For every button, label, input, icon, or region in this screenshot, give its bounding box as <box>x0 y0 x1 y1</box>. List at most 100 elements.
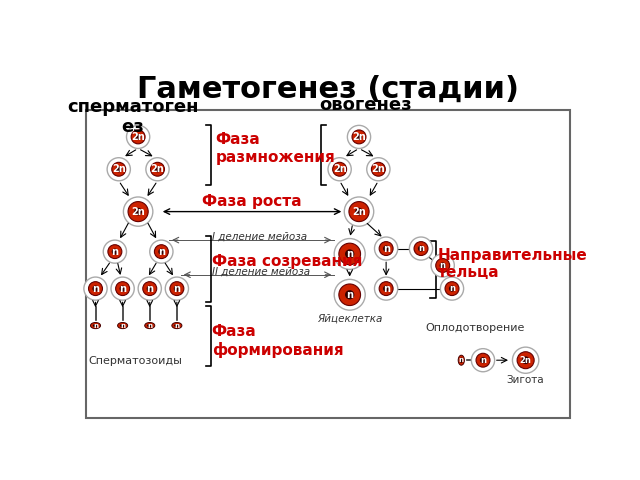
Text: Сперматозоиды: Сперматозоиды <box>89 356 183 366</box>
Circle shape <box>88 282 102 296</box>
Text: Фаза
формирования: Фаза формирования <box>212 324 344 358</box>
Circle shape <box>522 356 529 364</box>
Circle shape <box>374 277 397 300</box>
Text: 2n: 2n <box>371 164 385 174</box>
Circle shape <box>150 240 173 263</box>
Circle shape <box>379 282 393 296</box>
Circle shape <box>147 286 153 292</box>
Text: n: n <box>418 244 424 253</box>
Circle shape <box>146 158 169 181</box>
Text: Фаза
размножения: Фаза размножения <box>216 132 335 165</box>
Circle shape <box>414 241 428 255</box>
Ellipse shape <box>174 324 180 327</box>
Text: n: n <box>147 284 153 294</box>
Text: 2n: 2n <box>520 356 532 365</box>
Text: n: n <box>346 249 353 259</box>
Text: n: n <box>459 357 464 363</box>
Text: I деление мейоза: I деление мейоза <box>212 232 307 242</box>
Circle shape <box>138 277 161 300</box>
Text: 2n: 2n <box>131 132 145 142</box>
Ellipse shape <box>93 324 98 327</box>
Circle shape <box>131 130 145 144</box>
Ellipse shape <box>460 358 463 363</box>
Circle shape <box>120 286 125 292</box>
Circle shape <box>154 245 168 259</box>
Text: n: n <box>440 261 445 270</box>
Ellipse shape <box>172 323 182 329</box>
Circle shape <box>92 286 99 292</box>
Text: II деление мейоза: II деление мейоза <box>212 267 310 276</box>
Ellipse shape <box>90 323 100 329</box>
Text: n: n <box>147 323 152 328</box>
Circle shape <box>449 286 455 292</box>
Circle shape <box>344 197 374 226</box>
Circle shape <box>349 202 369 222</box>
Circle shape <box>333 162 347 176</box>
Circle shape <box>134 208 142 216</box>
Circle shape <box>371 162 385 176</box>
Circle shape <box>480 357 486 363</box>
Text: n: n <box>119 284 126 294</box>
Text: n: n <box>174 323 179 328</box>
Circle shape <box>165 277 189 300</box>
Circle shape <box>356 134 362 140</box>
Circle shape <box>116 166 122 172</box>
Circle shape <box>476 353 490 367</box>
Text: Яйцеклетка: Яйцеклетка <box>317 313 382 323</box>
Text: n: n <box>449 284 455 293</box>
Text: n: n <box>173 284 180 294</box>
Text: 2n: 2n <box>112 164 125 174</box>
Circle shape <box>135 134 141 140</box>
Circle shape <box>150 162 164 176</box>
Circle shape <box>112 249 118 255</box>
Circle shape <box>128 202 148 222</box>
Text: n: n <box>93 323 98 328</box>
Circle shape <box>337 166 343 172</box>
Circle shape <box>379 241 393 255</box>
Text: 2n: 2n <box>150 164 164 174</box>
Circle shape <box>339 243 360 265</box>
Circle shape <box>170 282 184 296</box>
Circle shape <box>513 347 539 373</box>
Text: n: n <box>346 290 353 300</box>
Circle shape <box>334 239 365 269</box>
Text: 2n: 2n <box>352 206 366 216</box>
Circle shape <box>431 254 454 277</box>
Ellipse shape <box>458 355 465 365</box>
Circle shape <box>103 240 127 263</box>
Text: Фаза роста: Фаза роста <box>202 193 302 208</box>
Circle shape <box>472 348 495 372</box>
Circle shape <box>334 279 365 310</box>
Ellipse shape <box>118 323 127 329</box>
Text: Направительные
тельца: Направительные тельца <box>438 248 588 280</box>
Text: n: n <box>383 243 390 253</box>
Text: Зигота: Зигота <box>507 375 545 385</box>
Circle shape <box>154 166 161 172</box>
Circle shape <box>84 277 107 300</box>
Circle shape <box>517 352 534 369</box>
Text: Фаза созревания: Фаза созревания <box>212 254 362 269</box>
Text: n: n <box>111 247 118 257</box>
Circle shape <box>440 277 463 300</box>
Text: n: n <box>92 284 99 294</box>
Circle shape <box>112 162 125 176</box>
Circle shape <box>116 282 129 296</box>
Circle shape <box>445 282 459 296</box>
Circle shape <box>339 284 360 306</box>
Ellipse shape <box>120 324 125 327</box>
Circle shape <box>124 197 153 226</box>
Circle shape <box>345 290 355 300</box>
Text: овогенез: овогенез <box>319 96 412 114</box>
Circle shape <box>375 166 381 172</box>
Circle shape <box>158 249 164 255</box>
Ellipse shape <box>147 324 152 327</box>
Text: n: n <box>120 323 125 328</box>
Text: сперматоген
ез: сперматоген ез <box>67 97 198 136</box>
Circle shape <box>410 237 433 260</box>
Circle shape <box>374 237 397 260</box>
Circle shape <box>111 277 134 300</box>
Circle shape <box>127 125 150 148</box>
Circle shape <box>328 158 351 181</box>
Ellipse shape <box>145 323 155 329</box>
Circle shape <box>383 245 389 252</box>
